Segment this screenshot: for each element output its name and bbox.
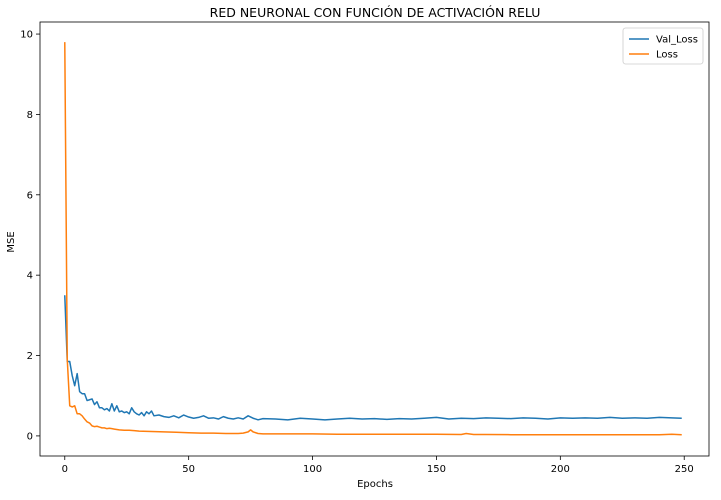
y-tick-label: 6 — [27, 190, 33, 201]
x-tick-label: 0 — [62, 464, 68, 475]
x-tick-label: 50 — [182, 464, 195, 475]
legend-label: Val_Loss — [656, 35, 698, 46]
legend-box — [622, 27, 704, 65]
chart-title: RED NEURONAL CON FUNCIÓN DE ACTIVACIÓN R… — [210, 5, 541, 20]
plot-area — [64, 42, 682, 436]
y-tick-label: 8 — [27, 110, 33, 121]
y-tick-label: 0 — [27, 431, 33, 442]
x-axis-label: Epochs — [357, 479, 393, 490]
x-tick-label: 200 — [551, 464, 570, 475]
legend-label: Loss — [656, 50, 678, 61]
y-tick-label: 10 — [20, 30, 33, 41]
legend: Val_Loss Loss — [622, 27, 704, 65]
y-tick-label: 2 — [27, 351, 33, 362]
plot-frame — [39, 21, 710, 457]
x-tick-label: 150 — [427, 464, 446, 475]
y-axis-label: MSE — [6, 231, 17, 252]
x-tick-label: 100 — [303, 464, 322, 475]
series-line-val-loss — [64, 295, 682, 421]
series-line-loss — [64, 42, 682, 436]
y-axis: 0 2 4 6 8 10 — [20, 30, 40, 442]
x-tick-label: 250 — [675, 464, 694, 475]
y-tick-label: 4 — [27, 271, 33, 282]
x-axis: 0 50 100 150 200 250 — [62, 456, 694, 475]
